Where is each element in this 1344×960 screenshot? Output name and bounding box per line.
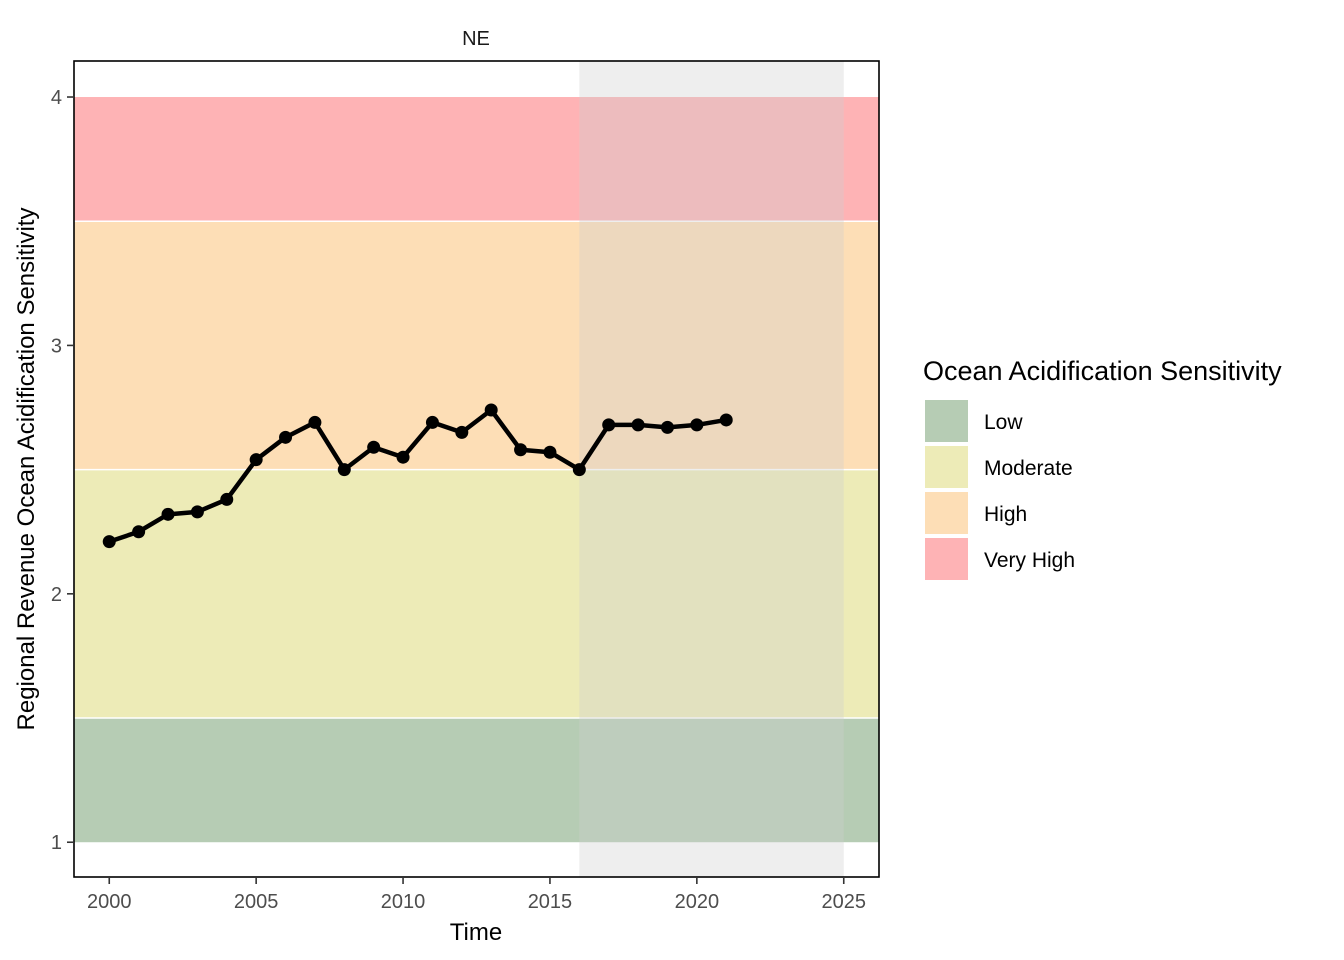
legend-label: Very High — [984, 549, 1075, 572]
series-line — [107, 407, 729, 544]
data-point — [249, 453, 263, 467]
data-point — [455, 425, 469, 439]
data-point — [367, 440, 381, 454]
y-tick-label: 4 — [51, 87, 62, 109]
legend-swatch — [925, 538, 968, 580]
y-tick-label: 1 — [51, 832, 62, 854]
x-tick-label: 2025 — [821, 891, 866, 913]
band-very-high — [74, 97, 879, 222]
panel-title: NE — [462, 28, 490, 50]
highlight-rect — [579, 61, 844, 877]
y-tick-label: 2 — [51, 584, 62, 606]
legend-swatch — [925, 446, 968, 488]
data-point — [719, 413, 733, 427]
data-point — [161, 507, 175, 521]
highlight-region — [579, 61, 844, 877]
legend-items: Low Moderate High Very High — [925, 400, 1075, 580]
legend-label: High — [984, 503, 1027, 526]
band-high — [74, 221, 879, 470]
data-point — [220, 492, 234, 506]
sensitivity-bands — [74, 97, 879, 843]
x-tick-label: 2010 — [381, 891, 426, 913]
data-point — [543, 445, 557, 459]
x-tick-label: 2015 — [528, 891, 573, 913]
x-tick-label: 2020 — [675, 891, 720, 913]
x-axis: 2000 2005 2010 2015 2020 2025 — [87, 877, 866, 913]
data-point — [484, 403, 498, 417]
band-moderate — [74, 469, 879, 719]
x-tick-label: 2000 — [87, 891, 132, 913]
data-point — [660, 420, 674, 434]
data-point — [425, 415, 439, 429]
data-point — [308, 415, 322, 429]
data-point — [631, 418, 645, 432]
data-point — [396, 450, 410, 464]
data-point — [337, 463, 351, 477]
y-axis-title: Regional Revenue Ocean Acidification Sen… — [13, 208, 40, 731]
legend-label: Low — [984, 411, 1023, 434]
series-layer — [102, 403, 733, 549]
legend-swatch — [925, 492, 968, 534]
panel-border — [73, 60, 880, 878]
x-tick-label: 2005 — [234, 891, 279, 913]
data-point — [132, 525, 146, 539]
y-axis: 1 2 3 4 — [51, 87, 74, 854]
y-tick-label: 3 — [51, 335, 62, 357]
data-point — [190, 505, 204, 519]
data-point — [279, 430, 293, 444]
x-axis-title: Time — [450, 919, 502, 946]
data-point — [514, 443, 528, 457]
data-point — [690, 418, 704, 432]
band-low — [74, 718, 879, 843]
data-point — [572, 463, 586, 477]
data-point — [102, 535, 116, 549]
legend-title: Ocean Acidification Sensitivity — [923, 356, 1282, 386]
legend-label: Moderate — [984, 457, 1073, 480]
legend-swatch — [925, 400, 968, 442]
legend: Ocean Acidification Sensitivity Low Moder… — [923, 356, 1282, 580]
data-point — [602, 418, 616, 432]
